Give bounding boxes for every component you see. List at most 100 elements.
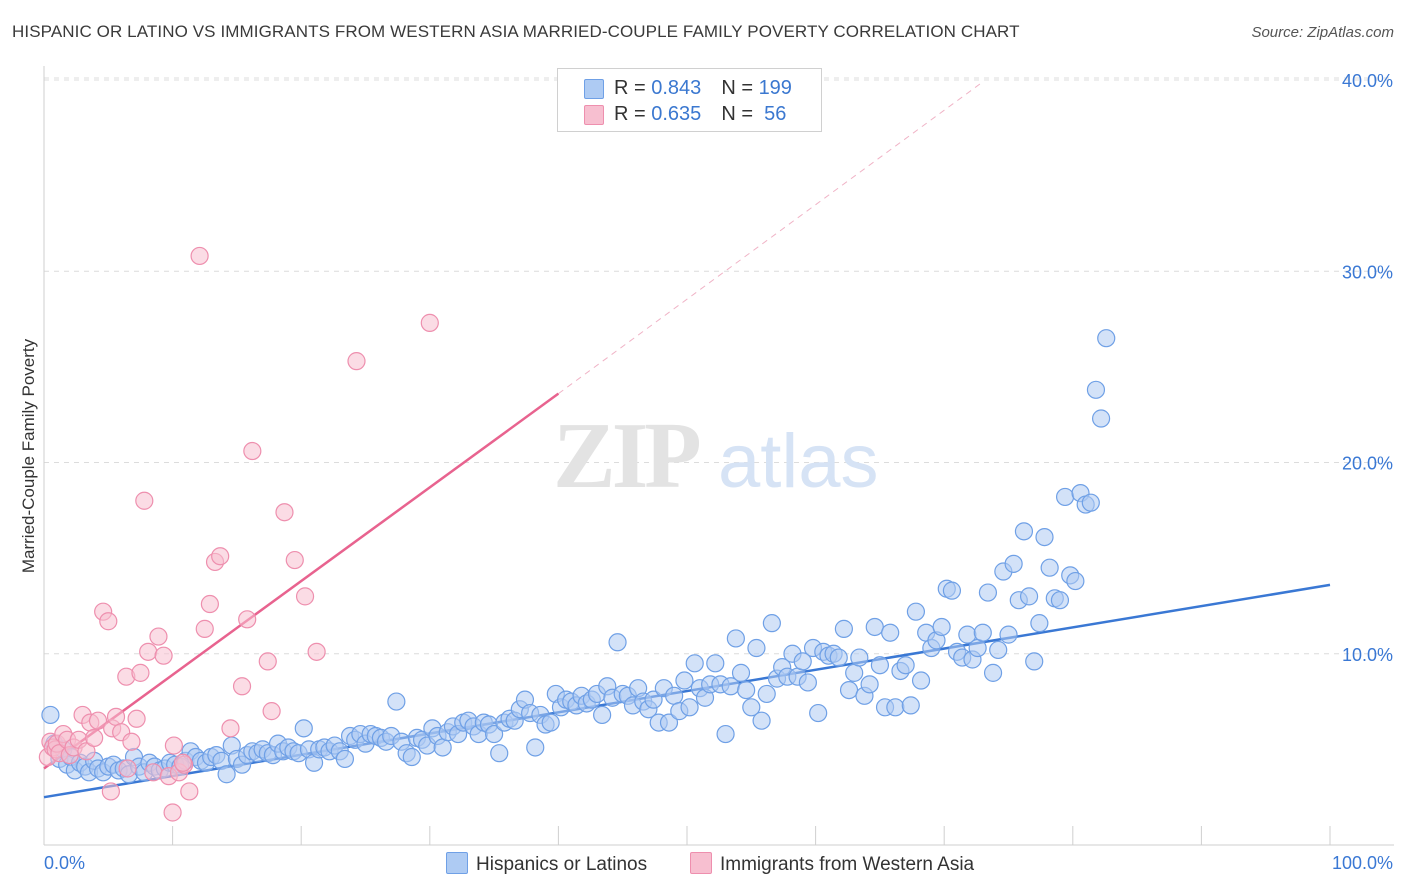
- point-hispanic: [762, 614, 781, 633]
- y-tick-label: 10.0%: [1342, 645, 1393, 665]
- point-hispanic: [752, 711, 771, 730]
- r-label: R =: [614, 77, 652, 99]
- point-hispanic: [1040, 558, 1059, 577]
- point-hispanic: [387, 692, 406, 711]
- point-western-asia: [211, 547, 230, 566]
- point-hispanic: [983, 663, 1003, 682]
- point-hispanic: [850, 648, 869, 667]
- point-hispanic: [1055, 487, 1075, 507]
- point-western-asia: [144, 763, 163, 782]
- point-hispanic: [896, 656, 915, 675]
- point-western-asia: [190, 246, 209, 266]
- point-hispanic: [865, 617, 884, 637]
- blue-swatch: [584, 79, 604, 99]
- point-western-asia: [420, 313, 439, 332]
- point-hispanic: [881, 623, 900, 642]
- point-western-asia: [154, 646, 173, 665]
- data-points: [38, 246, 1116, 822]
- point-hispanic: [834, 619, 853, 638]
- gridlines: [44, 77, 1394, 655]
- point-hispanic: [911, 671, 931, 690]
- point-hispanic: [659, 713, 679, 732]
- point-hispanic: [906, 602, 926, 621]
- point-western-asia: [258, 652, 277, 671]
- point-hispanic: [217, 765, 236, 784]
- point-hispanic: [485, 724, 504, 744]
- pink-swatch: [584, 105, 604, 125]
- point-western-asia: [262, 702, 281, 721]
- point-hispanic: [973, 623, 992, 642]
- point-hispanic: [726, 629, 745, 648]
- axes: 10.0% 20.0% 30.0% 40.0% 0.0% 100.0%: [43, 66, 1394, 873]
- x-tick-label: 100.0%: [1332, 853, 1393, 873]
- legend-item-hispanics[interactable]: Hispanics or Latinos: [446, 852, 647, 876]
- y-tick-label: 40.0%: [1342, 71, 1393, 91]
- trend-line-western-asia: [43, 392, 560, 770]
- point-western-asia: [307, 642, 326, 661]
- point-hispanic: [1025, 652, 1044, 671]
- point-hispanic: [685, 654, 704, 673]
- point-hispanic: [593, 705, 612, 725]
- point-western-asia: [195, 619, 214, 638]
- point-hispanic: [680, 698, 699, 717]
- point-western-asia: [295, 587, 315, 606]
- point-hispanic: [978, 583, 998, 602]
- point-western-asia: [238, 610, 257, 629]
- point-hispanic: [829, 648, 848, 667]
- point-hispanic: [989, 640, 1008, 660]
- point-hispanic: [793, 652, 812, 671]
- point-hispanic: [335, 749, 355, 769]
- point-hispanic: [402, 747, 421, 767]
- point-western-asia: [101, 782, 120, 801]
- legend-item-western-asia[interactable]: Immigrants from Western Asia: [690, 852, 974, 876]
- blue-swatch: [446, 852, 468, 874]
- point-hispanic: [294, 719, 313, 738]
- point-hispanic: [1004, 554, 1023, 573]
- stats-legend: R = 0.843 N = 199 R = 0.635 N = 56: [557, 68, 822, 132]
- point-hispanic: [1019, 587, 1039, 606]
- point-hispanic: [490, 744, 509, 763]
- point-hispanic: [798, 673, 817, 692]
- point-hispanic: [541, 713, 560, 732]
- point-western-asia: [122, 732, 141, 751]
- point-western-asia: [77, 742, 96, 761]
- point-hispanic: [870, 656, 890, 675]
- pink-swatch: [690, 852, 712, 874]
- point-hispanic: [1097, 329, 1116, 348]
- point-western-asia: [85, 728, 104, 748]
- point-hispanic: [901, 696, 920, 715]
- point-hispanic: [1081, 493, 1100, 512]
- y-tick-label: 20.0%: [1342, 454, 1393, 474]
- r-label: R =: [614, 103, 652, 125]
- point-hispanic: [526, 738, 545, 757]
- point-hispanic: [1050, 591, 1070, 610]
- point-hispanic: [706, 654, 725, 673]
- point-hispanic: [644, 690, 663, 709]
- point-hispanic: [1035, 527, 1054, 547]
- point-hispanic: [942, 581, 962, 600]
- point-hispanic: [1030, 614, 1049, 633]
- watermark: ZIP atlas: [553, 404, 879, 508]
- r-value: 0.635: [651, 103, 702, 125]
- point-western-asia: [88, 711, 108, 730]
- point-hispanic: [1091, 409, 1111, 428]
- watermark-atlas: atlas: [718, 419, 879, 504]
- point-western-asia: [200, 594, 219, 614]
- y-axis-label: Married-Couple Family Poverty: [19, 338, 38, 573]
- point-hispanic: [932, 617, 951, 637]
- point-hispanic: [747, 638, 766, 658]
- point-western-asia: [180, 782, 199, 801]
- point-western-asia: [275, 503, 294, 522]
- point-hispanic: [999, 625, 1018, 644]
- point-western-asia: [149, 627, 168, 646]
- point-hispanic: [1086, 380, 1106, 399]
- point-hispanic: [742, 698, 761, 717]
- point-hispanic: [886, 698, 905, 717]
- point-hispanic: [665, 686, 684, 705]
- point-hispanic: [608, 633, 627, 652]
- point-hispanic: [968, 638, 987, 658]
- n-label: N =: [721, 103, 759, 125]
- point-western-asia: [106, 707, 126, 726]
- watermark-zip: ZIP: [553, 404, 699, 508]
